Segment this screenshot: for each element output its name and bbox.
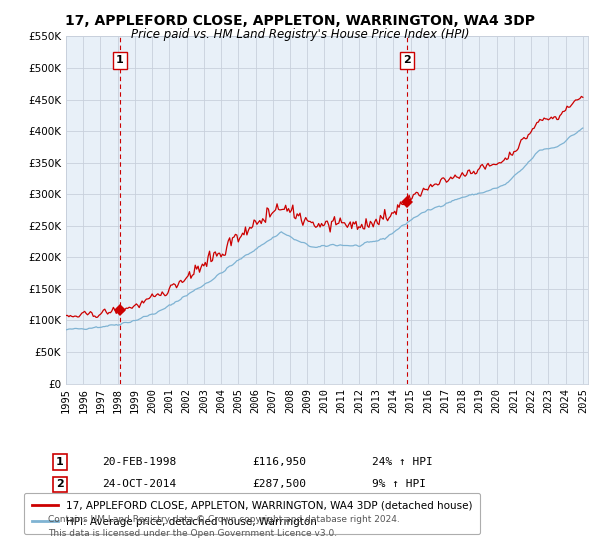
Text: 1: 1 (56, 457, 64, 467)
Text: 2: 2 (56, 479, 64, 489)
Text: Contains HM Land Registry data © Crown copyright and database right 2024.: Contains HM Land Registry data © Crown c… (48, 515, 400, 524)
Text: 2: 2 (403, 55, 411, 66)
Text: £116,950: £116,950 (252, 457, 306, 467)
Text: This data is licensed under the Open Government Licence v3.0.: This data is licensed under the Open Gov… (48, 529, 337, 538)
Legend: 17, APPLEFORD CLOSE, APPLETON, WARRINGTON, WA4 3DP (detached house), HPI: Averag: 17, APPLEFORD CLOSE, APPLETON, WARRINGTO… (24, 493, 479, 534)
Text: Price paid vs. HM Land Registry's House Price Index (HPI): Price paid vs. HM Land Registry's House … (131, 28, 469, 41)
Text: 9% ↑ HPI: 9% ↑ HPI (372, 479, 426, 489)
Text: £287,500: £287,500 (252, 479, 306, 489)
Text: 1: 1 (116, 55, 124, 66)
Text: 24% ↑ HPI: 24% ↑ HPI (372, 457, 433, 467)
Text: 24-OCT-2014: 24-OCT-2014 (102, 479, 176, 489)
Text: 20-FEB-1998: 20-FEB-1998 (102, 457, 176, 467)
Text: 17, APPLEFORD CLOSE, APPLETON, WARRINGTON, WA4 3DP: 17, APPLEFORD CLOSE, APPLETON, WARRINGTO… (65, 14, 535, 28)
